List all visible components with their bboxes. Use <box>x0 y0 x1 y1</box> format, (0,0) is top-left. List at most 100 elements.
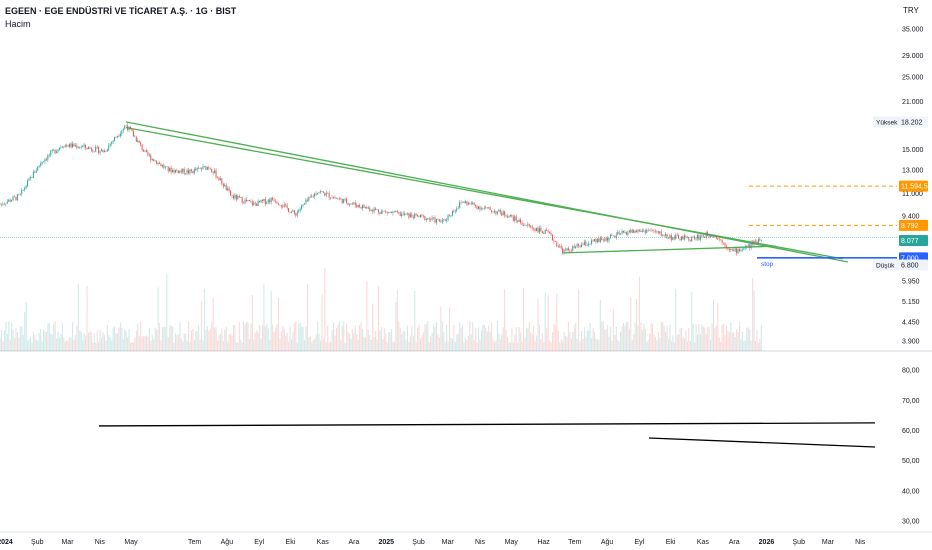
candle <box>522 225 524 226</box>
candle <box>312 196 314 197</box>
volume-bar <box>683 338 685 351</box>
candle <box>29 177 31 179</box>
candle <box>607 237 609 241</box>
volume-bar <box>530 332 532 351</box>
candle <box>586 245 588 246</box>
candle <box>430 219 432 221</box>
candle <box>369 207 371 211</box>
oscillator-pane <box>98 422 876 448</box>
volume-bar <box>393 341 395 351</box>
price-badge-value: 8.077 <box>901 238 919 245</box>
volume-bar <box>137 323 139 351</box>
price-tick-label: 21.000 <box>902 99 924 106</box>
candle <box>733 249 735 251</box>
volume-bar <box>0 337 1 351</box>
volume-bar <box>438 337 440 351</box>
volume-bar <box>692 323 694 351</box>
candle <box>389 211 391 213</box>
price-badge <box>899 180 928 192</box>
volume-bar <box>576 338 578 351</box>
time-tick-label: Tem <box>568 539 581 546</box>
volume-bar <box>395 302 397 351</box>
volume-bar <box>114 326 116 351</box>
volume-bar <box>672 335 674 351</box>
volume-bar <box>524 338 526 351</box>
volume-bar <box>51 334 53 351</box>
volume-bar <box>86 285 88 351</box>
candle <box>501 213 503 216</box>
volume-bar <box>459 322 461 351</box>
volume-bar <box>412 335 414 351</box>
volume-bar <box>734 336 736 351</box>
candle <box>22 189 24 191</box>
candle <box>637 229 639 233</box>
time-tick-label: Eyl <box>254 539 264 546</box>
candle <box>627 232 629 235</box>
volume-bar <box>505 329 507 351</box>
volume-bar <box>80 331 82 351</box>
volume-bar <box>301 326 303 351</box>
volume-bar <box>280 331 282 351</box>
candle <box>121 130 123 134</box>
volume-bar <box>618 341 620 351</box>
volume-bar <box>295 321 297 351</box>
volume-bar <box>731 332 733 351</box>
volume-bar <box>572 332 574 351</box>
candle <box>739 249 740 252</box>
volume-bar <box>317 321 319 351</box>
candle <box>74 145 76 147</box>
volume-bar <box>736 329 738 351</box>
volume-bar <box>312 340 314 351</box>
candle <box>225 184 227 191</box>
candle <box>585 241 587 246</box>
volume-bar <box>743 341 745 351</box>
price-tick-label: 29.000 <box>902 53 924 60</box>
time-tick-label: Eki <box>286 539 296 546</box>
volume-bar <box>717 302 719 351</box>
volume-bar <box>89 331 91 351</box>
volume-bar <box>647 339 649 351</box>
volume-bar <box>640 322 642 351</box>
price-tick-label: 15.000 <box>902 147 924 154</box>
volume-bar <box>454 341 456 351</box>
candle <box>499 209 501 214</box>
candle <box>98 147 100 153</box>
candle <box>266 202 268 204</box>
candle <box>37 166 39 171</box>
candle <box>38 165 40 167</box>
volume-bar <box>728 332 730 351</box>
volume-bar <box>298 323 300 351</box>
candle <box>215 170 217 178</box>
osc-tick-label: 40,00 <box>902 488 920 495</box>
candle <box>190 169 192 172</box>
volume-bar <box>433 324 435 351</box>
candle <box>362 205 363 209</box>
volume-bar <box>538 324 540 351</box>
candle <box>656 231 658 232</box>
volume-bar <box>170 325 172 351</box>
volume-bar <box>234 325 236 351</box>
volume-bar <box>430 336 432 351</box>
candle <box>118 135 120 137</box>
candle <box>533 228 535 229</box>
candle <box>286 204 288 209</box>
candle <box>595 239 597 242</box>
candle <box>50 151 52 156</box>
candle <box>551 234 553 241</box>
candle <box>156 160 158 165</box>
volume-bar <box>354 325 356 351</box>
candle <box>505 215 507 217</box>
volume-bar <box>583 327 585 351</box>
candle <box>592 240 594 242</box>
price-badge-tag-bg <box>873 259 899 271</box>
candle <box>418 216 420 218</box>
volume-bar <box>398 321 400 351</box>
volume-bar <box>60 334 62 351</box>
volume-bar <box>224 329 226 351</box>
volume-bar <box>744 340 746 351</box>
volume-bar <box>150 340 152 351</box>
candle <box>328 193 330 198</box>
volume-bar <box>388 332 390 351</box>
candle <box>14 196 15 198</box>
